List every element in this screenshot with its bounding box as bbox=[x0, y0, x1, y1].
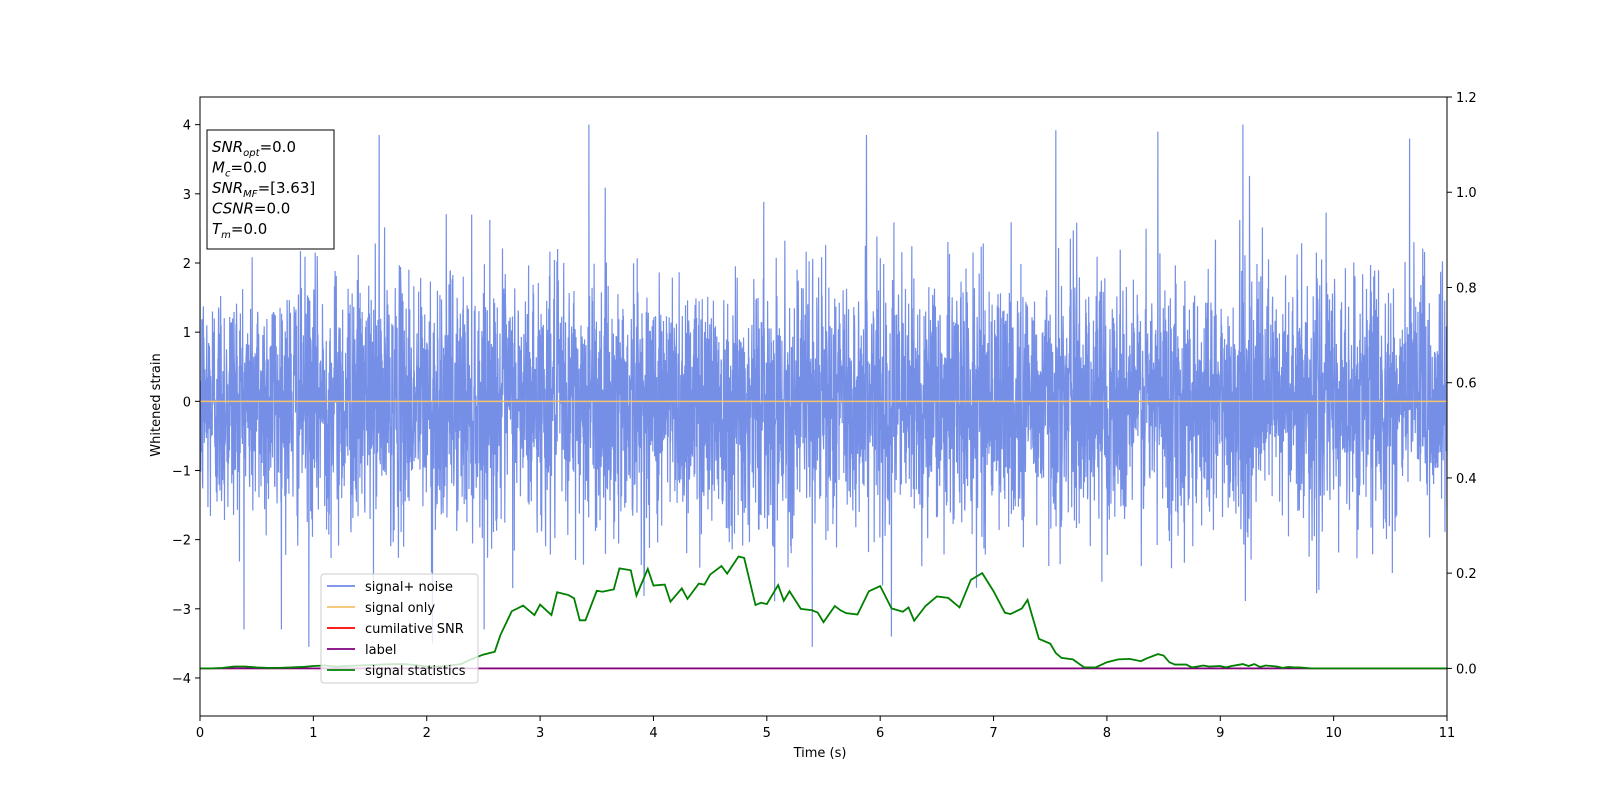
y2-tick-label: 1.2 bbox=[1456, 91, 1477, 106]
y-tick-label: −4 bbox=[172, 672, 191, 687]
y-tick-label: 0 bbox=[183, 395, 191, 410]
y2-tick-label: 0.2 bbox=[1456, 567, 1477, 582]
y-tick-label: 1 bbox=[183, 326, 191, 341]
y-tick-label: −3 bbox=[172, 603, 191, 618]
x-tick-label: 0 bbox=[196, 726, 204, 741]
y2-tick-label: 0.6 bbox=[1456, 377, 1477, 392]
y2-tick-label: 0.0 bbox=[1456, 662, 1477, 677]
y-tick-label: −2 bbox=[172, 534, 191, 549]
x-tick-label: 2 bbox=[423, 726, 431, 741]
legend-label: signal statistics bbox=[365, 664, 466, 679]
legend-label: signal only bbox=[365, 601, 435, 616]
x-tick-label: 6 bbox=[876, 726, 884, 741]
annotation-line: Tm=0.0 bbox=[212, 220, 267, 241]
y-axis-label: Whitened strain bbox=[149, 353, 164, 456]
y-tick-label: 2 bbox=[183, 257, 191, 272]
x-tick-label: 11 bbox=[1439, 726, 1456, 741]
annotation-line: SNRopt=0.0 bbox=[212, 138, 296, 159]
axes: 0 1 2 3 4 5 6 7 8 9 10 11 −4 −3 −2 −1 0 1 2 3 4 0.0 0.2 0.4 0.6 0… bbox=[172, 91, 1477, 741]
series-signal-noise-line bbox=[200, 124, 1447, 647]
annotation-line: Mc=0.0 bbox=[212, 159, 267, 180]
x-tick-label: 7 bbox=[989, 726, 997, 741]
y2-tick-label: 0.8 bbox=[1456, 281, 1477, 296]
x-tick-label: 9 bbox=[1216, 726, 1224, 741]
x-tick-label: 8 bbox=[1103, 726, 1111, 741]
y-tick-label: −1 bbox=[172, 464, 191, 479]
y2-tick-label: 1.0 bbox=[1456, 186, 1477, 201]
x-axis-label: Time (s) bbox=[793, 746, 847, 761]
x-tick-label: 4 bbox=[649, 726, 657, 741]
x-tick-label: 1 bbox=[309, 726, 317, 741]
x-tick-label: 5 bbox=[763, 726, 771, 741]
legend-label: signal+ noise bbox=[365, 580, 453, 595]
legend-label: cumilative SNR bbox=[365, 622, 464, 637]
y2-tick-label: 0.4 bbox=[1456, 472, 1477, 487]
annotation-line: CSNR=0.0 bbox=[212, 200, 290, 218]
legend: signal+ noise signal only cumilative SNR la… bbox=[320, 573, 479, 684]
legend-frame bbox=[320, 573, 479, 684]
y-tick-label: 3 bbox=[183, 188, 191, 203]
y-tick-label: 4 bbox=[183, 119, 191, 134]
annotation-frame bbox=[206, 129, 335, 250]
axes-frame bbox=[199, 96, 1448, 717]
legend-label: label bbox=[365, 643, 396, 658]
x-tick-label: 10 bbox=[1325, 726, 1342, 741]
annotation-line: SNRMF=[3.63] bbox=[212, 179, 315, 200]
x-tick-label: 3 bbox=[536, 726, 544, 741]
